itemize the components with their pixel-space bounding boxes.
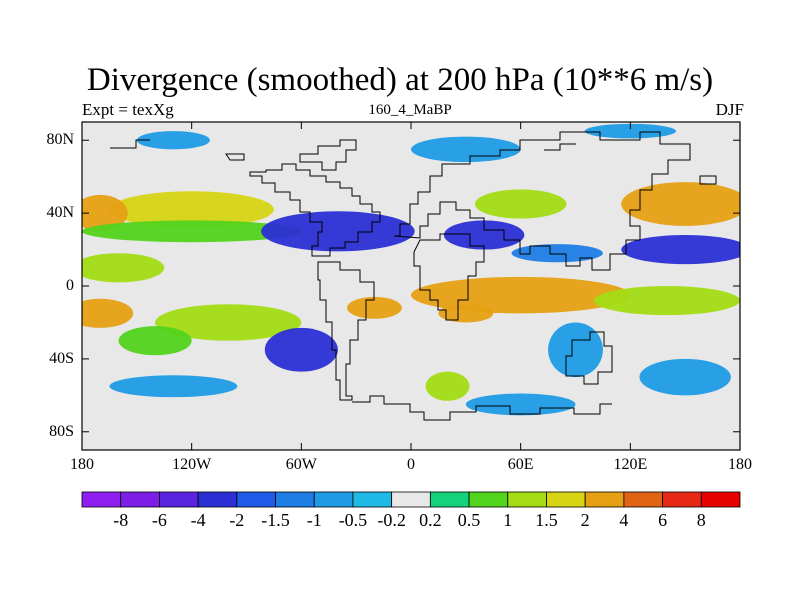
x-tick-label: 180 [70,456,94,473]
field-blob-1 [82,194,128,232]
field-blob-19 [109,375,238,398]
field-blob-4 [443,220,525,250]
coastline-south-america [317,261,375,401]
coastline-arctic-islands [110,139,717,185]
colorbar-swatch-9 [429,491,470,508]
colorbar-label: -0.5 [338,510,368,530]
coastline-greenland [299,139,357,171]
coastline-north-america [249,163,381,257]
map-background [82,122,740,450]
colorbar-swatch-10 [468,491,509,508]
colorbar-swatch-2 [159,491,199,508]
field-blob-22 [548,322,603,378]
colorbar-label: 1 [503,510,513,530]
colorbar-swatch-1 [120,491,160,508]
field-blob-14 [347,296,402,319]
y-tick-label: 80S [49,422,74,440]
season-label: DJF [715,100,744,119]
colorbar-label: -0.2 [377,510,406,530]
field-blob-23 [136,131,210,150]
y-tick-label: 0 [66,277,74,294]
colorbar-swatch-12 [546,491,586,508]
colorbar-label: 1.5 [535,510,558,530]
field-blob-8 [474,189,567,219]
colorbar-swatch-7 [352,491,393,508]
field-blob-0 [109,191,274,228]
colorbar-swatch-4 [236,491,276,508]
coastline-africa [413,233,485,321]
colorbar-swatch-0 [81,491,122,508]
field-blob-17 [118,326,192,356]
colorbar-swatch-16 [700,491,741,508]
field-blob-20 [465,393,576,416]
colorbar-label: 2 [580,510,590,530]
field-blob-12 [438,304,494,323]
field-blob-24 [411,136,521,163]
colorbar-label: 0.2 [419,510,442,530]
colorbar-label: 4 [619,510,629,530]
axis-ticks [81,122,741,450]
field-blob-2 [82,220,302,243]
field-blob-21 [639,358,731,396]
field-blob-18 [425,371,470,401]
field-blob-7 [621,182,740,226]
coastline-eurasia [393,131,691,271]
colorbar-swatch-5 [275,491,315,508]
field-blob-6 [511,244,603,263]
colorbar-label: 6 [658,510,668,530]
colorbar-swatch-3 [197,491,238,508]
x-tick-label: 60E [507,456,534,473]
colorbar-label: -6 [151,510,167,530]
colorbar-label: -1.5 [261,510,290,530]
divergence-field [82,123,740,416]
colorbar-label: -8 [113,510,129,530]
colorbar-label: -4 [190,510,206,530]
colorbar [81,491,741,508]
y-tick-label: 40N [46,204,74,222]
colorbar-swatch-11 [507,491,547,508]
x-tick-label: 180 [728,456,752,473]
x-tick-label: 60W [285,456,317,473]
coastline-australia [565,331,613,385]
colorbar-swatch-15 [662,491,702,508]
y-tick-label: 80N [46,131,74,149]
field-blob-13 [82,298,134,328]
field-blob-11 [593,286,740,316]
colorbar-label: 0.5 [457,510,481,530]
x-tick-label: 120W [172,456,212,473]
coastlines [110,131,717,421]
field-blob-15 [155,304,302,341]
coastline-antarctica [352,395,612,421]
colorbar-label: 8 [696,510,706,530]
period-label: 160_4_MaBP [368,102,452,118]
field-blob-9 [82,253,165,283]
x-tick-label: 120E [613,456,648,473]
colorbar-swatch-6 [313,491,354,508]
x-tick-label: 0 [407,456,415,473]
field-blob-16 [264,327,338,372]
field-blob-10 [411,276,631,314]
field-blob-5 [621,234,740,265]
chart-title: Divergence (smoothed) at 200 hPa (10**6 … [86,62,714,98]
colorbar-label: -1 [306,510,322,530]
colorbar-swatch-14 [623,491,663,508]
y-tick-label: 40S [49,349,74,367]
colorbar-label: -2 [229,510,245,530]
colorbar-swatch-13 [584,491,625,508]
field-blob-3 [261,211,415,252]
field-blob-25 [584,123,677,139]
colorbar-swatch-8 [391,491,431,508]
experiment-label: Expt = texXg [82,100,174,119]
